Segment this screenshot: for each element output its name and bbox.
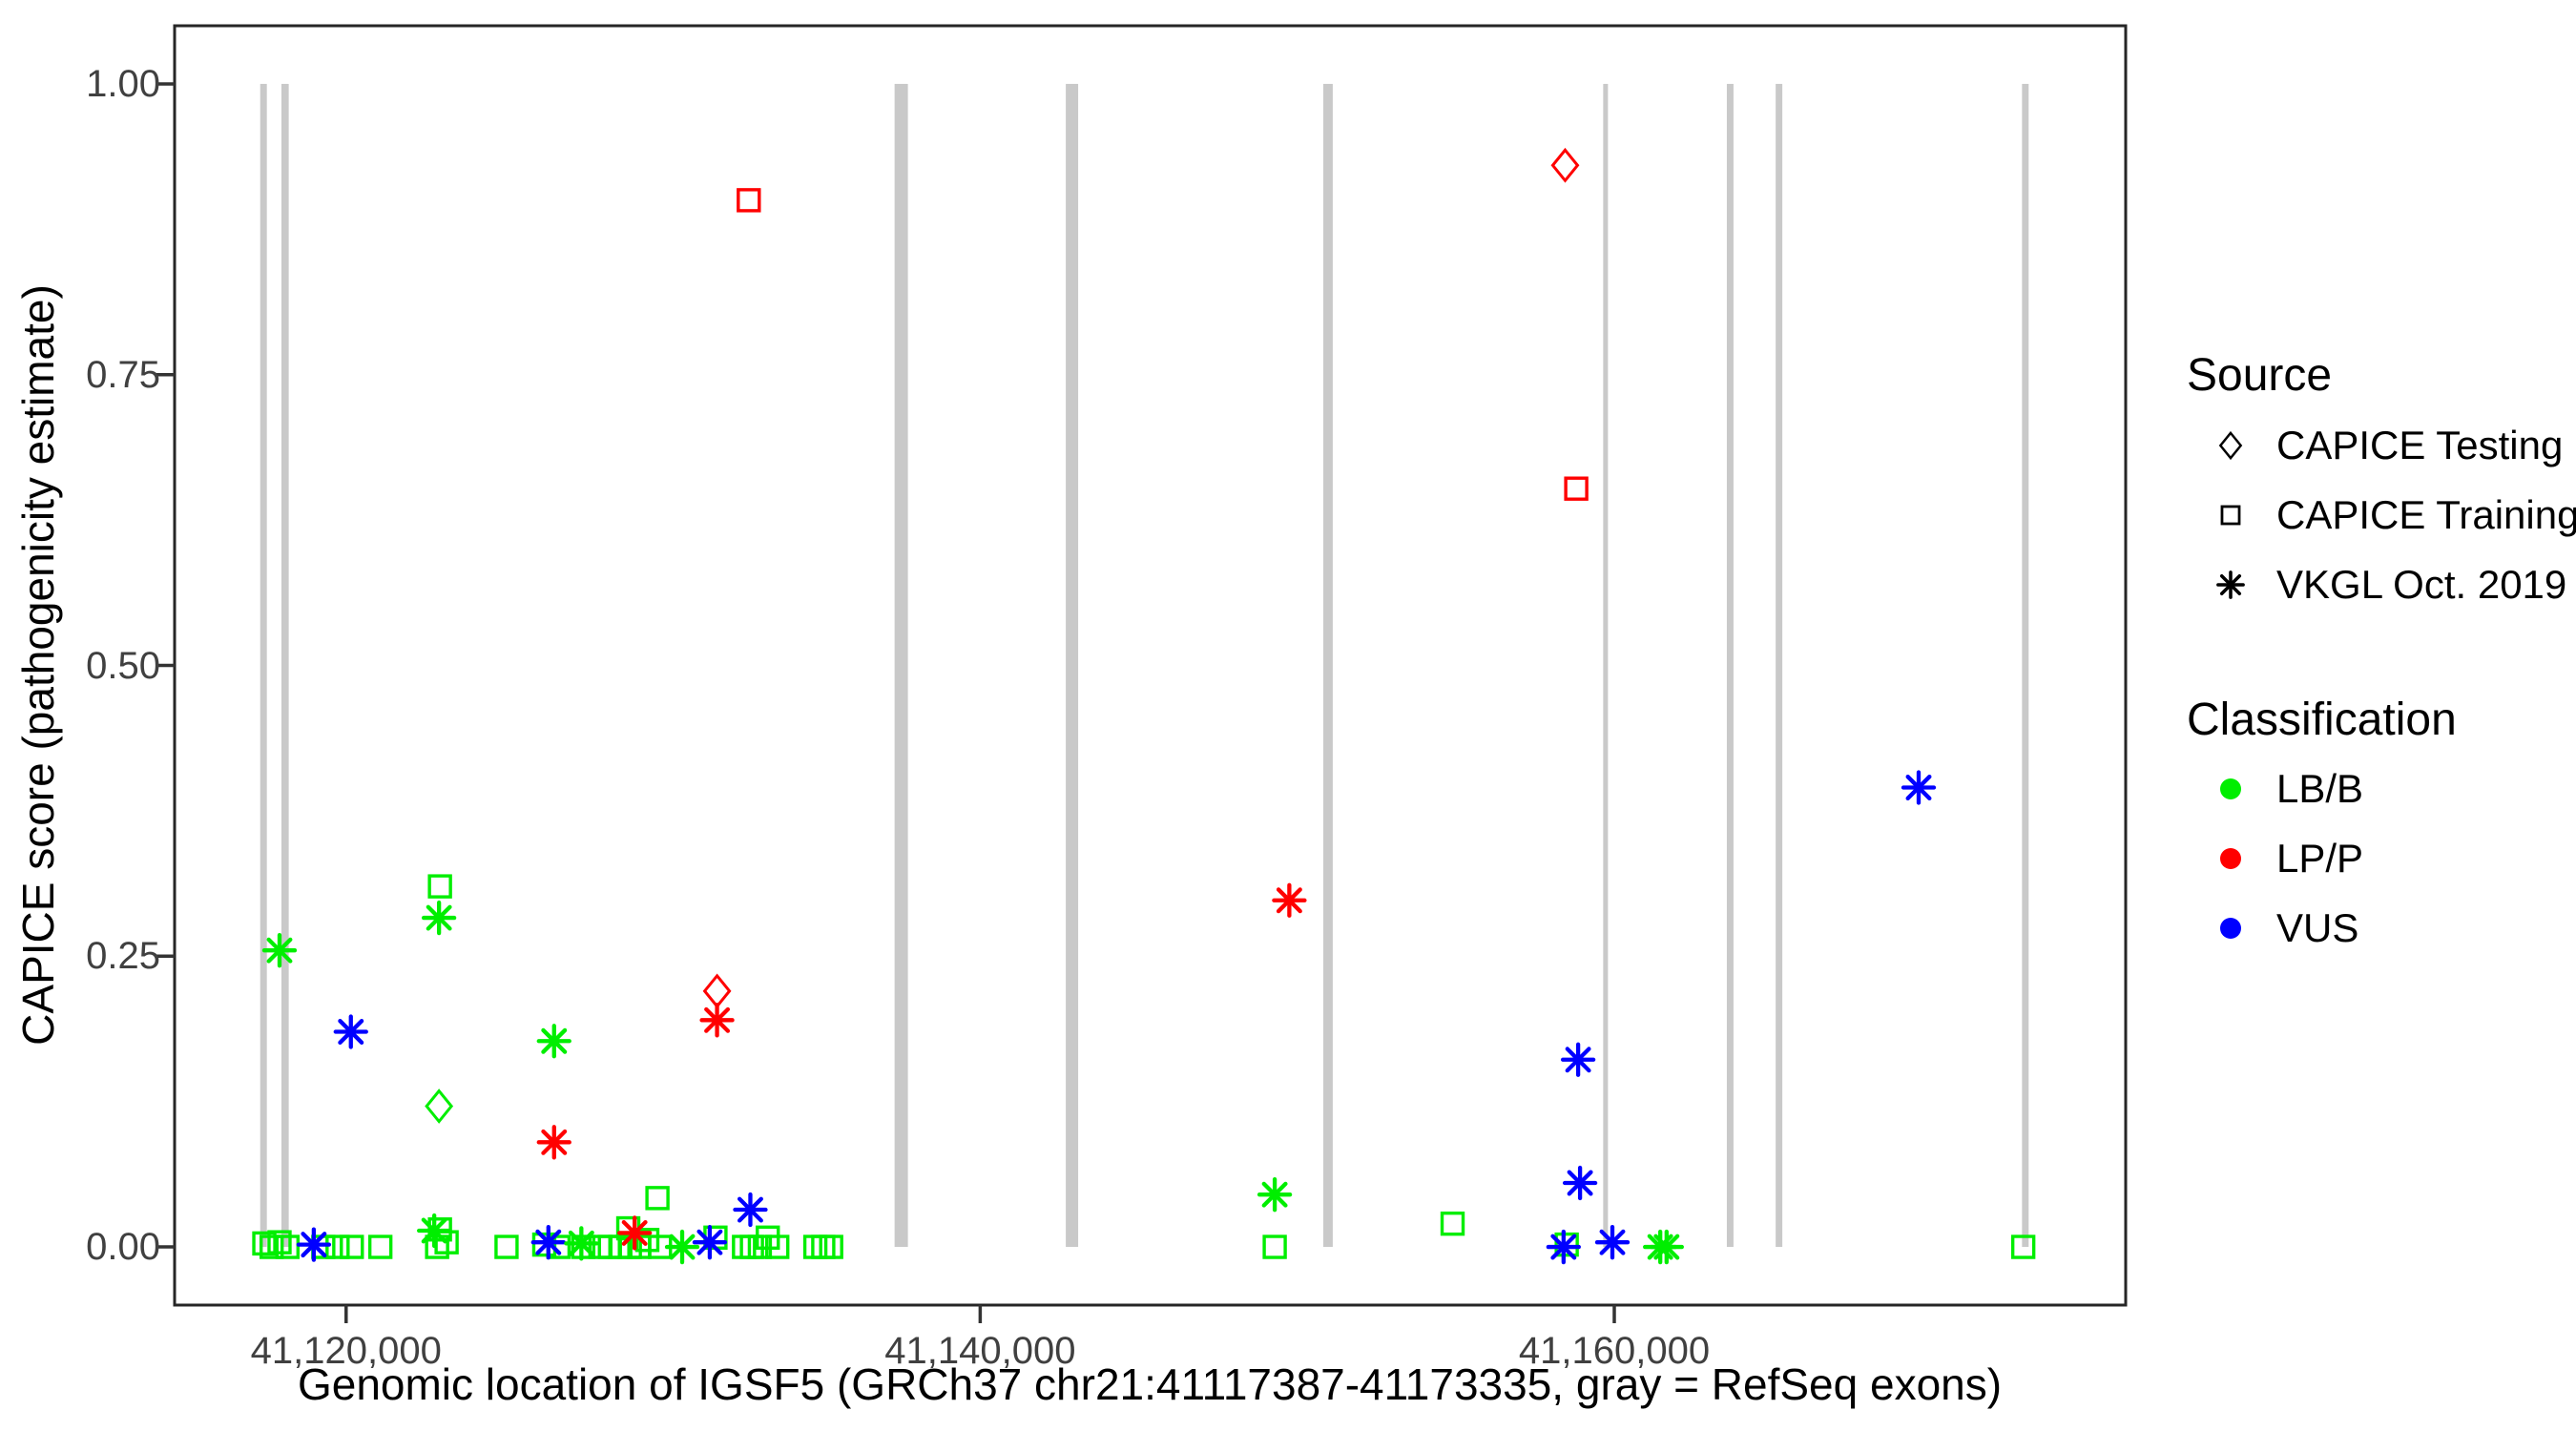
- data-point: [732, 1234, 757, 1259]
- data-point: [536, 1125, 571, 1160]
- data-point: [367, 1234, 393, 1259]
- data-point: [1262, 1234, 1287, 1259]
- exon-bar: [260, 83, 267, 1248]
- data-point: [1272, 882, 1307, 918]
- legend-item-label: VKGL Oct. 2019: [2276, 562, 2567, 607]
- legend-item: LB/B: [2210, 755, 2363, 823]
- data-point: [802, 1234, 828, 1259]
- data-point: [564, 1226, 599, 1261]
- exon-bar: [1776, 83, 1783, 1248]
- legend-source-title: Source: [2187, 350, 2333, 401]
- legend-item: CAPICE Training: [2210, 481, 2576, 550]
- color-dot-icon: [2220, 848, 2241, 869]
- data-point: [421, 900, 457, 936]
- data-point: [1257, 1177, 1293, 1213]
- data-point: [1546, 1229, 1581, 1265]
- data-point: [1564, 476, 1589, 501]
- data-point: [530, 1225, 566, 1260]
- asterisk-glyph: [2216, 570, 2245, 599]
- data-point: [1649, 1229, 1684, 1265]
- exon-bar: [1726, 83, 1734, 1248]
- data-point: [531, 1232, 557, 1257]
- color-dot-icon: [2220, 778, 2241, 799]
- exon-bar: [280, 83, 289, 1248]
- data-point: [333, 1014, 368, 1049]
- data-point: [1554, 1232, 1579, 1257]
- data-point: [1594, 1225, 1631, 1260]
- data-point: [2010, 1234, 2036, 1259]
- legend-item-label: CAPICE Testing: [2276, 423, 2564, 467]
- legend-item: CAPICE Testing: [2210, 411, 2563, 480]
- y-tick-label: 1.00: [86, 62, 160, 105]
- data-point: [1562, 1165, 1598, 1201]
- data-point: [811, 1234, 836, 1259]
- legend-item-label: LP/P: [2276, 836, 2364, 881]
- data-point: [494, 1234, 519, 1259]
- legend-item-label: LB/B: [2276, 766, 2364, 811]
- data-point: [733, 1192, 768, 1228]
- data-point: [259, 1234, 284, 1259]
- data-point: [699, 1003, 735, 1038]
- color-dot-glyph: [2220, 778, 2241, 799]
- data-point: [425, 1089, 454, 1124]
- y-tick-label: 0.50: [86, 644, 160, 687]
- color-dot-glyph: [2220, 918, 2241, 939]
- exon-bar: [894, 83, 908, 1248]
- legend-item-label: CAPICE Training: [2276, 492, 2576, 537]
- diamond-icon: [2218, 430, 2243, 461]
- data-point: [617, 1215, 653, 1251]
- data-point: [261, 933, 298, 968]
- color-dot-icon: [2220, 918, 2241, 939]
- data-point: [417, 1213, 452, 1249]
- diamond-glyph: [2218, 430, 2243, 461]
- x-tick-label: 41,120,000: [250, 1330, 442, 1372]
- exon-bar: [1603, 83, 1609, 1248]
- data-point: [267, 1230, 292, 1255]
- data-point: [664, 1229, 700, 1265]
- data-point: [645, 1186, 670, 1211]
- data-point: [252, 1231, 277, 1256]
- data-point: [819, 1234, 843, 1259]
- exon-bar: [1322, 83, 1333, 1248]
- data-point: [275, 1234, 301, 1259]
- data-point: [536, 1024, 571, 1059]
- legend-item: LP/P: [2210, 824, 2363, 893]
- data-point: [325, 1234, 350, 1259]
- square-icon: [2220, 505, 2241, 526]
- data-point: [737, 188, 761, 213]
- y-tick-label: 0.75: [86, 353, 160, 396]
- y-tick-label: 0.00: [86, 1226, 160, 1269]
- data-point: [1560, 1042, 1596, 1077]
- legend-item-label: VUS: [2276, 905, 2359, 950]
- data-point: [1901, 770, 1937, 805]
- color-dot-glyph: [2220, 848, 2241, 869]
- exon-bar: [1066, 83, 1079, 1248]
- x-tick-label: 41,140,000: [884, 1330, 1076, 1372]
- data-point: [340, 1234, 364, 1259]
- data-point: [1440, 1211, 1465, 1236]
- asterisk-icon: [2216, 570, 2245, 599]
- legend-classification-title: Classification: [2187, 695, 2457, 745]
- square-glyph: [2220, 505, 2241, 526]
- data-point: [1550, 147, 1580, 183]
- legend-item: VUS: [2210, 894, 2358, 963]
- legend-item: VKGL Oct. 2019: [2210, 550, 2566, 619]
- exon-bar: [2022, 83, 2029, 1248]
- data-point: [765, 1234, 790, 1259]
- data-point: [296, 1227, 332, 1262]
- data-point: [702, 973, 732, 1009]
- data-point: [692, 1225, 728, 1260]
- x-tick-label: 41,160,000: [1518, 1330, 1711, 1372]
- x-axis-title: Genomic location of IGSF5 (GRCh37 chr21:…: [297, 1359, 2003, 1409]
- panel-border: [173, 24, 2128, 1307]
- data-point: [427, 874, 452, 899]
- data-point: [634, 1228, 660, 1253]
- y-tick-label: 0.25: [86, 935, 160, 978]
